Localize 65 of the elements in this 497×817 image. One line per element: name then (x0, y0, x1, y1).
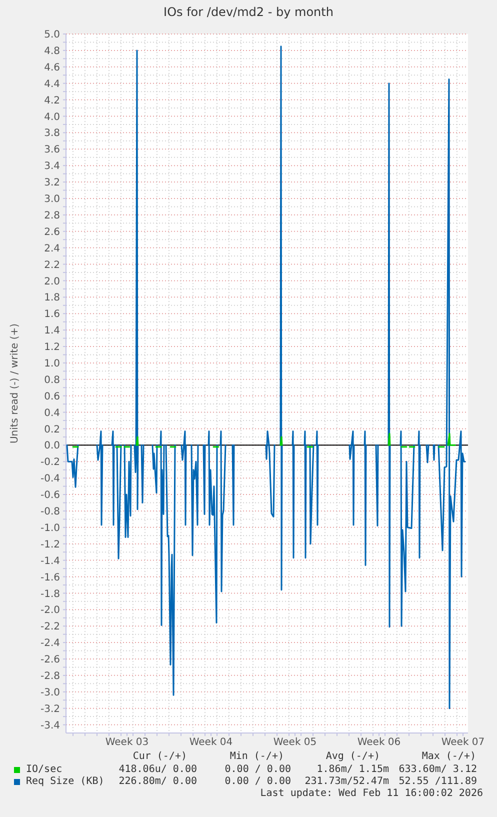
y-tick-label: 4.6 (44, 62, 60, 74)
y-tick-label: -1.2 (40, 539, 60, 550)
y-tick-label: 4.4 (44, 78, 60, 90)
y-tick-label: -2.8 (40, 670, 60, 682)
y-tick-label: 5.0 (44, 30, 60, 41)
y-tick-label: -0.4 (40, 474, 60, 485)
y-tick-label: 1.8 (44, 292, 60, 304)
y-tick-label: 2.0 (44, 276, 60, 288)
y-tick-label: -3.0 (40, 687, 60, 698)
text: 633.60m/ 3.12 (398, 764, 477, 776)
y-tick-label: -3.2 (40, 704, 60, 715)
y-tick-label: 3.8 (44, 128, 60, 140)
x-tick-label: Week 03 (105, 737, 149, 748)
y-tick-label: -2.2 (40, 622, 60, 633)
chart-title: IOs for /dev/md2 - by month (162, 5, 334, 20)
y-tick-label: 0.4 (44, 408, 60, 419)
text: Min (-/+) (230, 751, 284, 763)
text: Avg (-/+) (326, 751, 380, 763)
y-tick-label: -1.4 (40, 556, 60, 567)
text: 1.86m/ 1.15m (316, 764, 389, 776)
y-tick-label: 4.0 (44, 112, 60, 123)
y-tick-label: -2.0 (40, 605, 60, 616)
y-tick-label: 4.2 (44, 95, 60, 106)
y-tick-label: 0.2 (44, 424, 60, 436)
text: Last update: Wed Feb 11 16:00:02 2026 (260, 788, 483, 800)
y-tick-label: -1.6 (40, 572, 60, 584)
y-tick-label: -1.0 (40, 522, 60, 534)
y-tick-label: -2.6 (40, 654, 60, 666)
y-tick-label: 0.6 (44, 391, 60, 402)
legend-label: Req Size (KB) (26, 776, 104, 788)
text: 0.00 / 0.00 (224, 764, 291, 776)
y-tick-label: -0.8 (40, 506, 60, 518)
y-tick-label: -0.2 (40, 457, 60, 468)
y-tick-label: 3.4 (44, 161, 60, 172)
x-tick-label: Week 04 (189, 737, 233, 748)
y-tick-label: -2.4 (40, 638, 60, 650)
y-tick-label: 1.2 (44, 342, 60, 354)
y-tick-label: 2.8 (44, 210, 60, 222)
x-tick-label: Week 07 (441, 737, 485, 748)
y-tick-label: 3.2 (44, 178, 60, 189)
y-tick-label: 2.4 (44, 243, 60, 254)
text: 0.00 / 0.00 (224, 776, 291, 788)
y-tick-label: 3.6 (44, 144, 60, 156)
y-tick-label: 2.2 (44, 260, 60, 271)
y-tick-label: 0.8 (44, 374, 60, 386)
y-tick-label: -3.4 (40, 720, 60, 732)
legend-label: IO/sec (26, 764, 62, 776)
y-tick-label: 0.0 (44, 440, 60, 452)
y-tick-label: 1.0 (44, 358, 60, 370)
y-tick-label: -1.8 (40, 588, 60, 600)
text: 418.06u/ 0.00 (118, 764, 197, 776)
x-tick-label: Week 05 (273, 737, 317, 748)
y-axis-title: Units read (-) / write (+) (10, 323, 21, 444)
y-tick-label: 1.4 (44, 326, 60, 337)
y-tick-label: -0.6 (40, 490, 60, 502)
text: 231.73m/52.47m (304, 776, 389, 788)
text: 52.55 /111.89 (398, 776, 477, 788)
y-tick-label: 3.0 (44, 194, 60, 206)
x-tick-label: Week 06 (357, 737, 401, 748)
text: Max (-/+) (422, 751, 476, 763)
y-tick-label: 2.6 (44, 226, 60, 238)
text: Cur (-/+) (132, 751, 187, 763)
y-tick-label: 1.6 (44, 309, 60, 320)
y-tick-label: 4.8 (44, 46, 60, 57)
text: 226.80m/ 0.00 (118, 776, 197, 788)
